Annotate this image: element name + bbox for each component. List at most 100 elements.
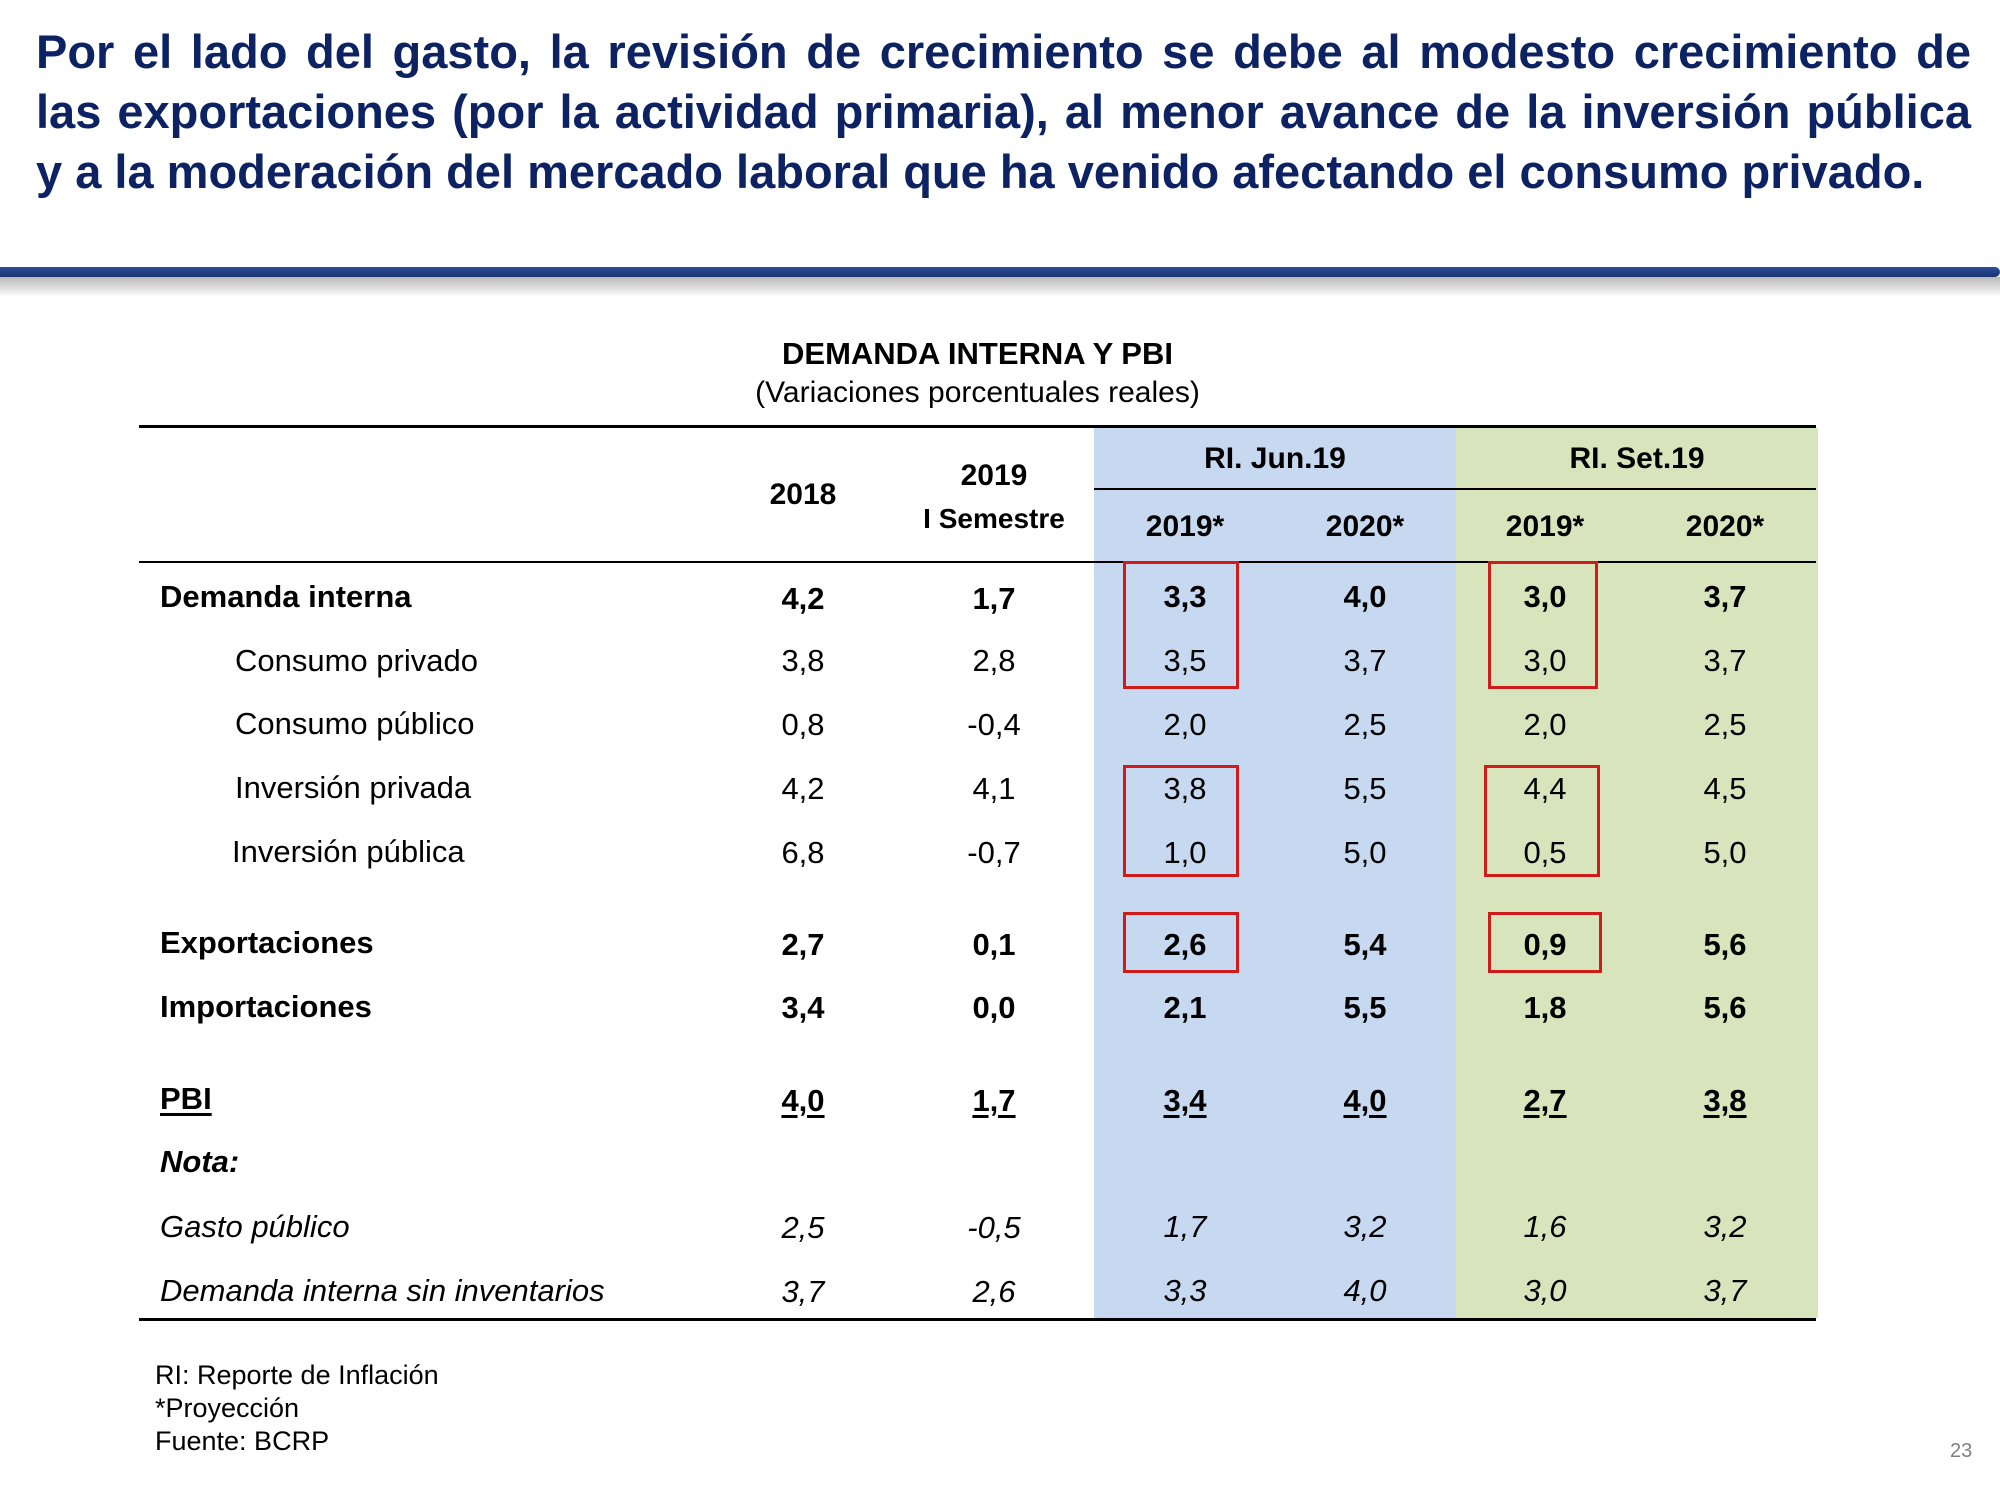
value-cell: 3,7 [1343, 643, 1387, 678]
highlight-box [1484, 765, 1600, 877]
value-cell: 3,0 [1523, 643, 1567, 678]
table-title: DEMANDA INTERNA Y PBI [782, 336, 1173, 371]
value-cell: 4,4 [1523, 771, 1567, 806]
value-cell: 3,2 [1703, 1209, 1747, 1244]
value-cell: 5,0 [1703, 835, 1747, 870]
header-divider-shadow [0, 277, 2000, 297]
value-cell: 3,7 [781, 1274, 825, 1309]
value-cell: 4,0 [1343, 1273, 1387, 1308]
value-cell: 6,8 [781, 835, 825, 870]
footnote-proyeccion: *Proyección [155, 1393, 300, 1423]
value-cell: 3,8 [781, 643, 825, 678]
value-cell: 3,3 [1163, 1273, 1207, 1308]
value-cell: 1,7 [972, 1083, 1016, 1118]
value-cell: 3,7 [1703, 1273, 1747, 1308]
value-cell: 1,8 [1523, 990, 1567, 1025]
header-jun-2019: 2019* [1145, 510, 1225, 543]
value-cell: 5,6 [1703, 927, 1747, 962]
highlight-box [1488, 561, 1598, 689]
value-cell: 3,3 [1163, 579, 1207, 614]
value-cell: 0,0 [972, 990, 1016, 1025]
value-cell: 5,6 [1703, 990, 1747, 1025]
value-cell: 3,5 [1163, 643, 1207, 678]
header-bottom-rule [139, 561, 1816, 563]
value-cell: 4,1 [972, 771, 1016, 806]
value-cell: 3,8 [1163, 771, 1207, 806]
highlight-box [1123, 912, 1239, 973]
value-cell: 2,5 [1343, 707, 1387, 742]
value-cell: -0,7 [967, 835, 1021, 870]
row-label: Inversión privada [235, 770, 472, 805]
value-cell: 3,7 [1703, 579, 1747, 614]
value-cell: 3,8 [1703, 1083, 1747, 1118]
note-label: Nota: [160, 1144, 240, 1179]
highlight-box [1488, 912, 1602, 973]
table-bottom-rule [139, 1318, 1816, 1321]
slide-headline: Por el lado del gasto, la revisión de cr… [36, 25, 1971, 198]
value-cell: -0,4 [967, 707, 1021, 742]
value-cell: 2,5 [1703, 707, 1747, 742]
table-top-rule [139, 425, 1816, 428]
value-cell: 2,7 [781, 927, 825, 962]
header-2019: 2019 [960, 459, 1028, 492]
value-cell: 1,0 [1163, 835, 1207, 870]
row-label: Inversión pública [232, 834, 465, 869]
value-cell: 2,8 [972, 643, 1016, 678]
ri-set-column-shade [1456, 428, 1818, 1318]
value-cell: -0,5 [967, 1210, 1021, 1245]
value-cell: 0,1 [972, 927, 1016, 962]
value-cell: 5,4 [1343, 927, 1387, 962]
highlight-box [1123, 561, 1239, 689]
header-divider [0, 267, 2000, 277]
value-cell: 2,6 [1163, 927, 1207, 962]
footnote-ri: RI: Reporte de Inflación [155, 1360, 439, 1390]
row-label: Consumo público [235, 706, 475, 741]
value-cell: 4,2 [781, 581, 825, 616]
table-subtitle: (Variaciones porcentuales reales) [755, 376, 1200, 409]
value-cell: 3,0 [1523, 1273, 1567, 1308]
row-label: Importaciones [160, 989, 372, 1024]
value-cell: 1,6 [1523, 1209, 1567, 1244]
ri-jun-column-shade [1094, 428, 1456, 1318]
value-cell: 4,5 [1703, 771, 1747, 806]
header-ri-jun: RI. Jun.19 [1204, 442, 1346, 475]
header-set-2020: 2020* [1685, 510, 1765, 543]
value-cell: 2,0 [1163, 707, 1207, 742]
row-label: Demanda interna sin inventarios [160, 1273, 605, 1308]
header-set-2019: 2019* [1505, 510, 1585, 543]
value-cell: 4,0 [781, 1083, 825, 1118]
value-cell: 5,5 [1343, 771, 1387, 806]
row-label: PBI [160, 1081, 212, 1116]
value-cell: 0,5 [1523, 835, 1567, 870]
value-cell: 2,5 [781, 1210, 825, 1245]
value-cell: 3,4 [781, 990, 825, 1025]
value-cell: 3,2 [1343, 1209, 1387, 1244]
value-cell: 4,0 [1343, 1083, 1387, 1118]
page-number: 23 [1950, 1440, 1973, 1462]
value-cell: 2,0 [1523, 707, 1567, 742]
footnote-fuente: Fuente: BCRP [155, 1426, 330, 1456]
row-label: Exportaciones [160, 925, 374, 960]
value-cell: 1,7 [972, 581, 1016, 616]
header-jun-2020: 2020* [1325, 510, 1405, 543]
highlight-box [1123, 765, 1239, 877]
row-label: Consumo privado [235, 643, 478, 678]
value-cell: 5,0 [1343, 835, 1387, 870]
header-ri-set: RI. Set.19 [1569, 442, 1705, 475]
value-cell: 3,7 [1703, 643, 1747, 678]
value-cell: 5,5 [1343, 990, 1387, 1025]
value-cell: 2,6 [972, 1274, 1016, 1309]
value-cell: 1,7 [1163, 1209, 1207, 1244]
value-cell: 0,9 [1523, 927, 1567, 962]
row-label: Gasto público [160, 1209, 350, 1244]
value-cell: 2,1 [1163, 990, 1207, 1025]
value-cell: 3,4 [1163, 1083, 1207, 1118]
value-cell: 0,8 [781, 707, 825, 742]
group-header-rule [1094, 488, 1816, 490]
value-cell: 4,2 [781, 771, 825, 806]
value-cell: 2,7 [1523, 1083, 1567, 1118]
header-2018: 2018 [769, 478, 837, 511]
row-label: Demanda interna [160, 579, 412, 614]
header-2019-semestre: I Semestre [923, 503, 1065, 534]
value-cell: 4,0 [1343, 579, 1387, 614]
